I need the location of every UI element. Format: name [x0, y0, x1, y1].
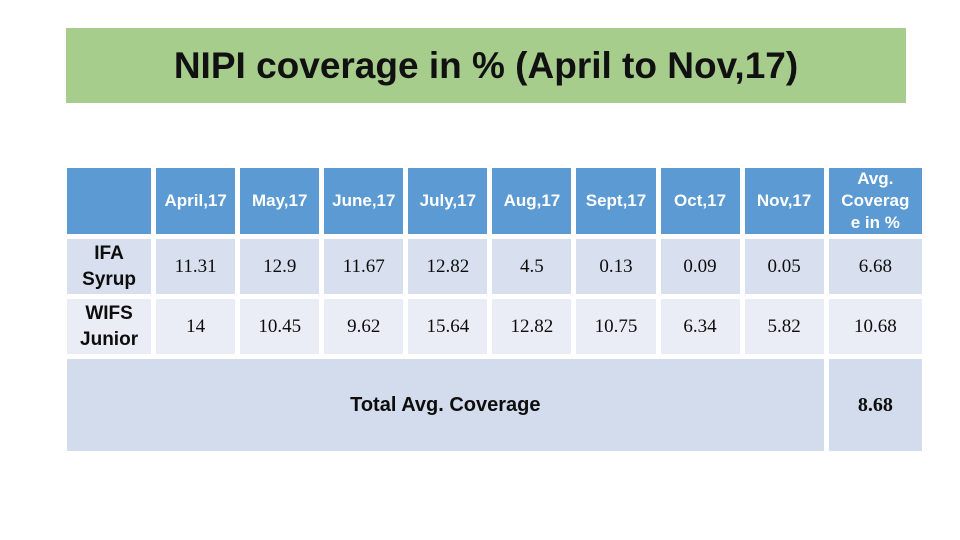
slide-title: NIPI coverage in % (April to Nov,17) [173, 44, 799, 86]
data-cell: 12.82 [408, 239, 488, 295]
data-cell: 4.5 [492, 239, 572, 295]
header-cell-may: May,17 [240, 168, 320, 235]
data-cell: 11.67 [324, 239, 404, 295]
data-cell: 14 [156, 299, 236, 355]
table-row-ifa-syrup: IFA Syrup 11.31 12.9 11.67 12.82 4.5 0.1… [67, 239, 922, 295]
data-cell: 0.09 [660, 239, 740, 295]
header-cell-july: July,17 [408, 168, 488, 235]
data-cell: 10.45 [240, 299, 320, 355]
footer-label-cell: Total Avg. Coverage [67, 359, 824, 452]
data-cell: 5.82 [744, 299, 824, 355]
coverage-table: April,17 May,17 June,17 July,17 Aug,17 S… [62, 163, 927, 456]
table-header-row: April,17 May,17 June,17 July,17 Aug,17 S… [67, 168, 922, 235]
data-cell: 12.82 [492, 299, 572, 355]
header-cell-june: June,17 [324, 168, 404, 235]
header-cell-aug: Aug,17 [492, 168, 572, 235]
corner-cell [67, 168, 152, 235]
data-cell: 12.9 [240, 239, 320, 295]
footer-value-cell: 8.68 [828, 359, 922, 452]
data-cell: 11.31 [156, 239, 236, 295]
header-cell-april: April,17 [156, 168, 236, 235]
header-cell-sept: Sept,17 [576, 168, 656, 235]
data-cell: 0.05 [744, 239, 824, 295]
header-cell-oct: Oct,17 [660, 168, 740, 235]
data-cell: 10.75 [576, 299, 656, 355]
table-footer-row: Total Avg. Coverage 8.68 [67, 359, 922, 452]
data-cell-avg: 6.68 [828, 239, 922, 295]
row-label-cell: IFA Syrup [67, 239, 152, 295]
data-cell: 6.34 [660, 299, 740, 355]
data-cell-avg: 10.68 [828, 299, 922, 355]
header-cell-nov: Nov,17 [744, 168, 824, 235]
header-cell-avg-coverage: Avg. Coverag e in % [828, 168, 922, 235]
data-cell: 15.64 [408, 299, 488, 355]
data-cell: 9.62 [324, 299, 404, 355]
slide-title-band: NIPI coverage in % (April to Nov,17) [66, 28, 906, 103]
table-row-wifs-junior: WIFS Junior 14 10.45 9.62 15.64 12.82 10… [67, 299, 922, 355]
row-label-cell: WIFS Junior [67, 299, 152, 355]
data-cell: 0.13 [576, 239, 656, 295]
